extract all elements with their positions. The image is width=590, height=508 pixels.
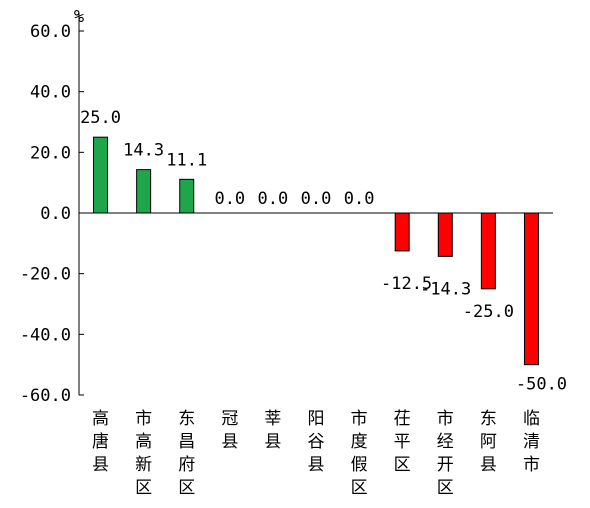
- bar-value-label: -25.0: [463, 302, 514, 322]
- bar-value-label: -14.3: [420, 279, 471, 299]
- category-label: 冠县: [221, 409, 238, 452]
- bar-value-label: -12.5: [381, 274, 432, 294]
- bar-value-label: -50.0: [516, 375, 567, 395]
- bar-value-label: 11.1: [166, 150, 207, 170]
- category-label: 市度假区: [351, 409, 368, 498]
- bar-value-label: 25.0: [80, 108, 121, 128]
- category-label: 阳谷县: [308, 409, 325, 475]
- bar: [437, 212, 453, 257]
- y-tick-label: 40.0: [30, 83, 71, 103]
- bar-value-label: 0.0: [258, 189, 289, 209]
- bar: [523, 212, 539, 366]
- bar-value-label: 0.0: [301, 189, 332, 209]
- bar-value-label: 0.0: [214, 189, 245, 209]
- category-label: 市高新区: [135, 409, 152, 498]
- category-label: 东昌府区: [178, 409, 195, 498]
- y-tick-label: -60.0: [20, 386, 71, 406]
- y-axis-unit-label: %: [74, 7, 84, 27]
- y-tick-label: -40.0: [20, 325, 71, 345]
- category-label: 临清市: [523, 409, 540, 475]
- bar: [93, 136, 109, 214]
- category-label: 莘县: [264, 409, 281, 452]
- bar-value-label: 14.3: [123, 141, 164, 161]
- bar-value-label: 0.0: [344, 189, 375, 209]
- category-label: 东阿县: [480, 409, 497, 475]
- bar: [136, 169, 152, 214]
- bar: [394, 212, 410, 252]
- chart-axes: [78, 13, 553, 395]
- category-label: 市经开区: [437, 409, 454, 498]
- y-axis-ticks: 60.0 40.0 20.0 0.0 -20.0 -40.0 -60.0: [20, 22, 84, 406]
- bar: [179, 178, 195, 214]
- category-label: 茌平区: [394, 409, 411, 475]
- bar: [480, 212, 496, 290]
- bars: [93, 136, 539, 366]
- value-labels: 25.014.3 11.1 0.0 0.0 0.0 0.0 -12.5-14.3 -25.0 -…: [80, 108, 567, 395]
- y-tick-label: 60.0: [30, 22, 71, 42]
- category-label: 高唐县: [92, 409, 109, 475]
- y-tick-label: -20.0: [20, 265, 71, 285]
- y-tick-label: 20.0: [30, 143, 71, 163]
- y-tick-label: 0.0: [40, 204, 71, 224]
